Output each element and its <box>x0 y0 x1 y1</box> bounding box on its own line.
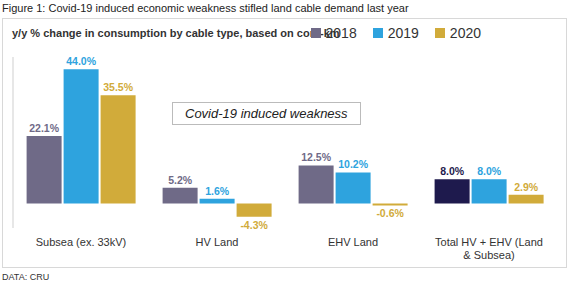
html-text:2018: 2018 <box>325 25 357 41</box>
html-text:Covid-19 induced weakness: Covid-19 induced weakness <box>185 106 348 121</box>
svg-text:8.0%: 8.0% <box>440 165 465 177</box>
html-text:2020: 2020 <box>449 25 481 41</box>
html-text:2019: 2019 <box>387 25 419 41</box>
html-text:y/y % change in consumption by: y/y % change in consumption by cable typ… <box>12 27 340 39</box>
svg-text:5.2%: 5.2% <box>168 174 193 186</box>
svg-text:EHV Land: EHV Land <box>328 236 378 248</box>
svg-text:8.0%: 8.0% <box>477 165 502 177</box>
svg-text:Total HV + EHV (Land& Subsea): Total HV + EHV (Land& Subsea) <box>435 236 543 261</box>
html-text:DATA: CRU: DATA: CRU <box>2 272 50 282</box>
html-text:Figure 1: Covid-19 induced eco: Figure 1: Covid-19 induced economic weak… <box>2 2 409 14</box>
svg-text:Subsea (ex. 33kV): Subsea (ex. 33kV) <box>36 236 127 248</box>
svg-text:2.9%: 2.9% <box>514 181 539 193</box>
svg-text:22.1%: 22.1% <box>29 122 59 134</box>
svg-text:1.6%: 1.6% <box>205 185 230 197</box>
svg-text:44.0%: 44.0% <box>66 55 96 67</box>
svg-text:-0.6%: -0.6% <box>376 207 404 219</box>
svg-text:35.5%: 35.5% <box>103 81 133 93</box>
svg-text:HV Land: HV Land <box>196 236 239 248</box>
svg-text:-4.3%: -4.3% <box>240 219 268 231</box>
svg-text:12.5%: 12.5% <box>301 151 331 163</box>
svg-text:10.2%: 10.2% <box>338 158 368 170</box>
